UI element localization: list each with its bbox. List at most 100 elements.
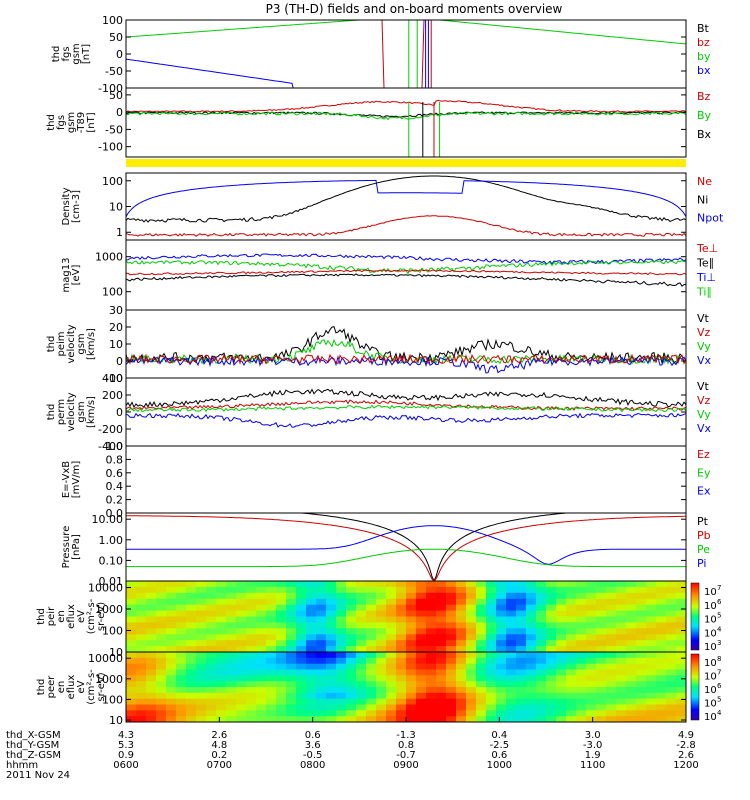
heat-cell <box>256 616 267 623</box>
heat-cell <box>306 675 317 682</box>
heat-cell <box>206 616 217 623</box>
heat-cell <box>646 687 657 694</box>
heat-cell <box>376 652 387 659</box>
heat-cell <box>656 716 667 722</box>
heat-cell <box>366 663 377 671</box>
heat-cell <box>206 669 217 676</box>
heat-cell <box>186 669 197 676</box>
heat-cell <box>326 622 337 629</box>
heat-cell <box>666 628 677 635</box>
heat-cell <box>316 610 327 618</box>
heat-cell <box>156 710 167 717</box>
heat-cell <box>466 710 477 717</box>
heat-cell <box>376 616 387 623</box>
heat-cell <box>386 675 397 682</box>
heat-cell <box>646 710 657 717</box>
heat-cell <box>396 646 407 652</box>
heat-cell <box>526 598 537 606</box>
y-tick-label: 100 <box>102 14 123 27</box>
heat-cell <box>266 687 277 694</box>
heat-cell <box>296 622 307 629</box>
heat-cell <box>666 586 677 594</box>
heat-cell <box>466 592 477 600</box>
heat-cell <box>416 716 427 722</box>
heat-cell <box>396 704 407 711</box>
heat-cell <box>126 646 137 652</box>
heat-cell <box>496 598 507 606</box>
heat-cell <box>386 581 397 588</box>
heat-cell <box>256 622 267 629</box>
y-tick-label: 0.10 <box>99 554 124 567</box>
heat-cell <box>246 581 257 588</box>
heat-cell <box>176 622 187 629</box>
heat-cell <box>376 586 387 594</box>
heat-cell <box>146 687 157 694</box>
heat-cell <box>596 704 607 711</box>
heat-cell <box>226 586 237 594</box>
heat-cell <box>356 675 367 682</box>
heat-cell <box>186 681 197 688</box>
heat-cell <box>226 581 237 588</box>
heat-cell <box>676 616 686 623</box>
heat-cell <box>646 628 657 635</box>
heat-cell <box>126 622 137 629</box>
heat-cell <box>376 669 387 676</box>
y-axis-label-line: thd <box>51 46 62 63</box>
heat-cell <box>166 663 177 671</box>
heat-cell <box>156 692 167 700</box>
heat-cell <box>676 598 686 606</box>
heat-cell <box>156 581 167 588</box>
heat-cell <box>326 586 337 594</box>
x-axis-value: 4.8 <box>211 740 227 751</box>
heat-cell <box>436 710 447 717</box>
heat-cell <box>376 646 387 652</box>
heat-cell <box>326 657 337 665</box>
heat-cell <box>636 586 647 594</box>
heat-cell <box>346 716 357 722</box>
y-axis-label-line: en <box>56 610 67 623</box>
y-axis-label-line: thd <box>46 404 57 421</box>
heat-cell <box>226 669 237 676</box>
heat-cell <box>426 652 437 659</box>
heat-cell <box>186 610 197 618</box>
heat-cell <box>516 610 527 618</box>
heat-cell <box>566 628 577 635</box>
heat-cell <box>586 628 597 635</box>
heat-cell <box>586 687 597 694</box>
heat-cell <box>456 675 467 682</box>
heat-cell <box>156 646 167 652</box>
heat-cell <box>146 622 157 629</box>
heat-cell <box>566 675 577 682</box>
heat-cell <box>386 586 397 594</box>
heat-cell <box>176 610 187 618</box>
x-axis-group: thd_X-GSM 4.3 2.6 0.6 -1.3 0.4 3.0 4.9thd_Y-GSM… <box>6 717 699 781</box>
series-Vz <box>126 399 686 411</box>
heat-cell <box>586 681 597 688</box>
series-Ti-par <box>126 260 686 275</box>
heat-cell <box>506 586 517 594</box>
heat-cell <box>376 592 387 600</box>
heat-cell <box>156 687 167 694</box>
heat-cell <box>306 652 317 659</box>
heat-cell <box>466 652 477 659</box>
heat-cell <box>396 581 407 588</box>
heat-cell <box>476 681 487 688</box>
heat-cell <box>226 681 237 688</box>
heat-cell <box>646 634 657 641</box>
heat-cell <box>476 628 487 635</box>
heat-cell <box>476 687 487 694</box>
y-tick-label: 0.01 <box>99 575 124 588</box>
heat-cell <box>516 687 527 694</box>
heat-cell <box>536 586 547 594</box>
heat-cell <box>216 692 227 700</box>
heat-cell <box>256 598 267 606</box>
heat-cell <box>586 716 597 722</box>
heat-cell <box>326 710 337 717</box>
y-axis-label-line: (cm²-s- <box>86 669 97 705</box>
heat-cell <box>466 628 477 635</box>
heat-cell <box>126 586 137 594</box>
heat-cell <box>386 610 397 618</box>
heat-cell <box>286 592 297 600</box>
heat-cell <box>576 604 587 612</box>
